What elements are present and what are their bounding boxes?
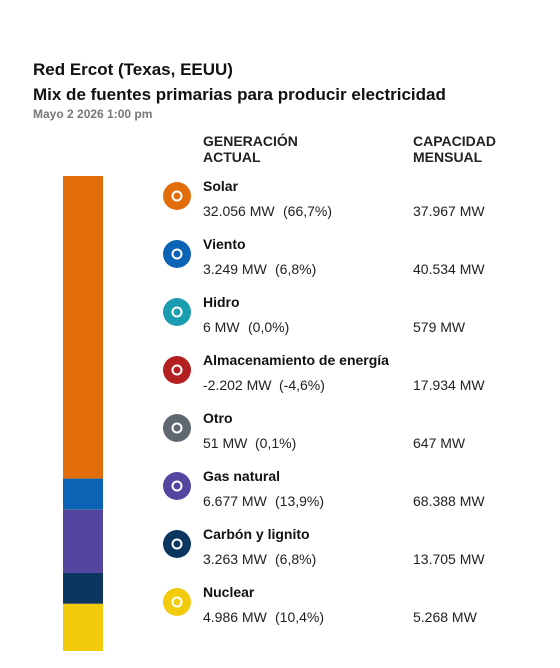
generation-value: 6 MW	[203, 319, 240, 335]
chart-date: Mayo 2 2026 1:00 pm	[33, 107, 153, 121]
bar-segment	[63, 478, 103, 510]
icon	[163, 182, 191, 210]
icon-glyph	[171, 306, 183, 318]
icon	[163, 472, 191, 500]
capacity-value: 647 MW	[413, 435, 466, 451]
icon	[163, 530, 191, 558]
generation-value: 6.677 MW	[203, 493, 267, 509]
icon-glyph	[171, 596, 183, 608]
generation-value: 3.249 MW	[203, 261, 267, 277]
bar-segment	[63, 603, 103, 651]
icon	[163, 298, 191, 326]
icon	[163, 414, 191, 442]
category-name: Solar	[203, 178, 239, 194]
capacity-value: 17.934 MW	[413, 377, 485, 393]
icon	[163, 356, 191, 384]
share-value: (6,8%)	[275, 551, 317, 567]
category-name: Carbón y lignito	[203, 526, 310, 542]
share-value: (6,8%)	[275, 261, 317, 277]
generation-value: 4.986 MW	[203, 609, 267, 625]
icon-glyph	[171, 248, 183, 260]
category-name: Otro	[203, 410, 233, 426]
generation-value: -2.202 MW	[203, 377, 272, 393]
icon	[163, 240, 191, 268]
capacity-value: 40.534 MW	[413, 261, 485, 277]
share-value: (66,7%)	[283, 203, 333, 219]
column-header: GENERACIÓN ACTUAL	[203, 133, 298, 165]
generation-value: 32.056 MW	[203, 203, 275, 219]
share-value: (0,0%)	[248, 319, 290, 335]
capacity-value: 5.268 MW	[413, 609, 477, 625]
chart-title: Red Ercot (Texas, EEUU)	[33, 60, 233, 79]
share-value: (0,1%)	[255, 435, 297, 451]
chart-subtitle: Mix de fuentes primarias para producir e…	[33, 85, 446, 104]
icon-glyph	[171, 480, 183, 492]
capacity-value: 13.705 MW	[413, 551, 485, 567]
bar-segment	[63, 509, 103, 573]
category-name: Nuclear	[203, 584, 255, 600]
generation-value: 3.263 MW	[203, 551, 267, 567]
bar-segment	[63, 572, 103, 604]
capacity-value: 68.388 MW	[413, 493, 485, 509]
category-name: Gas natural	[203, 468, 281, 484]
generation-value: 51 MW	[203, 435, 248, 451]
category-name: Hidro	[203, 294, 240, 310]
icon-glyph	[171, 538, 183, 550]
category-name: Almacenamiento de energía	[203, 352, 389, 368]
icon-glyph	[171, 190, 183, 202]
share-value: (13,9%)	[275, 493, 325, 509]
capacity-value: 579 MW	[413, 319, 466, 335]
bar-segment	[63, 176, 103, 479]
icon-glyph	[171, 422, 183, 434]
share-value: (-4,6%)	[279, 377, 325, 393]
category-name: Viento	[203, 236, 246, 252]
capacity-value: 37.967 MW	[413, 203, 485, 219]
share-value: (10,4%)	[275, 609, 325, 625]
icon-glyph	[171, 364, 183, 376]
column-header: CAPACIDAD MENSUAL	[413, 133, 496, 165]
icon	[163, 588, 191, 616]
